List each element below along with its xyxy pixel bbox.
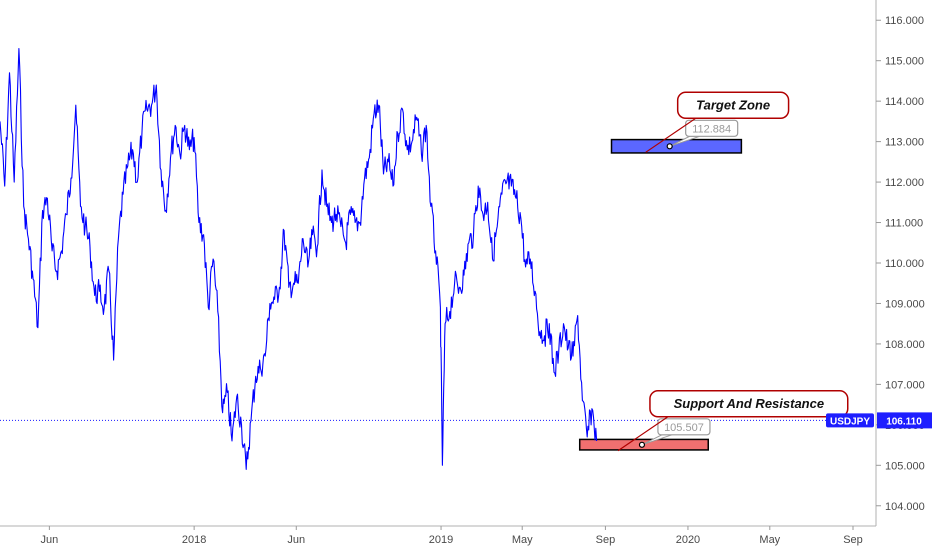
time-tick-label: 2020 xyxy=(676,534,700,546)
price-tag-label: 112.884 xyxy=(692,123,731,135)
price-tick-label: 110.000 xyxy=(885,258,924,270)
price-tick-label: 115.000 xyxy=(885,56,924,68)
symbol-badge xyxy=(826,413,874,428)
anchor-dot xyxy=(666,143,673,150)
callout-leader xyxy=(645,117,697,153)
callout-label: Support And Resistance xyxy=(674,396,824,411)
series-layer xyxy=(0,48,598,470)
series-line-0 xyxy=(0,48,598,470)
price-tag-box xyxy=(685,119,739,137)
time-tick-label: Jun xyxy=(287,534,305,546)
callout-box[interactable] xyxy=(676,91,790,120)
symbol-label: USDJPY xyxy=(830,416,870,427)
callout-label: Target Zone xyxy=(696,97,770,112)
price-tick-label: 113.000 xyxy=(885,137,924,149)
price-tick-label: 111.000 xyxy=(885,218,923,230)
price-tag-box xyxy=(657,418,711,436)
last-price-badge: USDJPY 106.110 xyxy=(826,412,932,429)
last-price-label: 106.110 xyxy=(886,416,922,427)
time-tick-label: Jun xyxy=(41,534,59,546)
anchor-dot xyxy=(638,441,646,448)
time-tick-label: 2018 xyxy=(182,534,206,546)
price-tick-label: 114.000 xyxy=(885,96,924,108)
price-tick-label: 107.000 xyxy=(885,379,925,391)
zone-box-0[interactable] xyxy=(610,138,743,154)
price-tick-label: 112.000 xyxy=(885,177,924,189)
price-tag-label: 105.507 xyxy=(664,422,704,434)
time-tick-label: Sep xyxy=(843,534,863,546)
price-tick-label: 105.000 xyxy=(885,460,925,472)
callout-leader xyxy=(617,416,669,452)
time-tick-label: Sep xyxy=(596,534,616,546)
last-price-box xyxy=(877,412,932,429)
callout-box[interactable] xyxy=(649,390,849,418)
time-tick-label: 2019 xyxy=(429,534,453,546)
price-tick-label: 109.000 xyxy=(885,298,925,310)
price-tick-label: 108.000 xyxy=(885,339,925,351)
time-axis[interactable]: Jun 2018 Jun 2019 May Sep 2020 May Sep xyxy=(41,526,863,546)
callouts-layer: 112.884 Target Zone 105.507 Support And Res… xyxy=(617,91,849,452)
price-tick-label: 104.000 xyxy=(885,501,925,513)
time-tick-label: May xyxy=(759,534,780,546)
price-tick-label: 116.000 xyxy=(885,15,924,27)
time-tick-label: May xyxy=(512,534,533,546)
